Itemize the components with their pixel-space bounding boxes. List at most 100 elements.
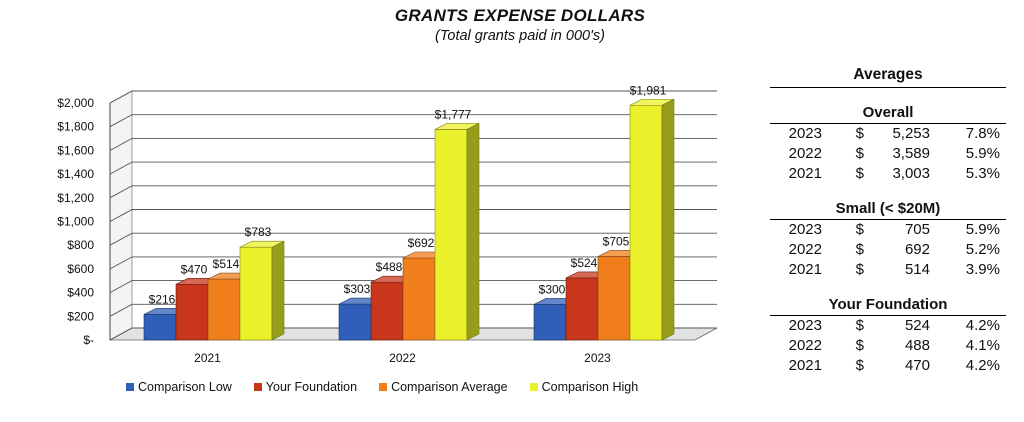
- table-row: 2021 $ 470 4.2%: [770, 356, 1006, 376]
- y-tick-label: $-: [83, 333, 94, 347]
- bar-data-label: $216: [149, 292, 176, 306]
- table-row: 2021 $ 3,003 5.3%: [770, 164, 1006, 184]
- row-dollar: $: [855, 317, 864, 334]
- y-tick-label: $1,800: [57, 120, 94, 134]
- row-year: 2021: [788, 357, 822, 374]
- gridline: [109, 232, 717, 246]
- gridline: [109, 256, 717, 270]
- averages-title: Averages: [770, 66, 1006, 88]
- bar-front: [175, 284, 209, 341]
- legend-label: Comparison High: [541, 380, 639, 394]
- x-tick-label: 2022: [389, 351, 416, 365]
- legend-swatch: [529, 383, 538, 391]
- row-dollar: $: [855, 165, 864, 182]
- row-pct: 5.2%: [965, 241, 1000, 258]
- legend-item-comparison-average: Comparison Average: [379, 380, 508, 394]
- table-row: 2023 $ 705 5.9%: [770, 220, 1006, 240]
- row-dollar: $: [855, 261, 864, 278]
- averages-panel: Averages Overall 2023 $ 5,253 7.8% 2022 …: [770, 66, 1006, 376]
- bar-side: [271, 240, 285, 341]
- chart-legend: Comparison Low Your Foundation Compariso…: [126, 380, 686, 394]
- gridline: [109, 161, 717, 175]
- chart-title: GRANTS EXPENSE DOLLARS: [394, 6, 646, 25]
- y-tick-label: $1,600: [57, 143, 94, 157]
- section-title: Overall: [770, 104, 1006, 124]
- bar-data-label: $303: [344, 282, 371, 296]
- row-value: 488: [904, 337, 930, 354]
- row-pct: 5.3%: [965, 165, 1000, 182]
- bar-side: [466, 122, 480, 341]
- bar-front: [597, 256, 631, 341]
- legend-label: Comparison Low: [138, 380, 232, 394]
- bar-data-label: $783: [245, 225, 272, 239]
- gridline: [109, 303, 717, 317]
- gridline: [109, 280, 717, 293]
- row-dollar: $: [855, 337, 864, 354]
- row-year: 2023: [788, 221, 822, 238]
- bar-data-label: $1,981: [630, 83, 667, 97]
- row-year: 2022: [788, 337, 822, 354]
- row-dollar: $: [855, 357, 864, 374]
- row-dollar: $: [855, 125, 864, 142]
- table-row: 2021 $ 514 3.9%: [770, 260, 1006, 280]
- y-tick-label: $600: [67, 262, 94, 276]
- bar-front: [533, 304, 567, 341]
- section-title: Your Foundation: [770, 296, 1006, 316]
- legend-item-your-foundation: Your Foundation: [253, 380, 358, 394]
- y-tick-label: $1,000: [57, 215, 94, 229]
- y-tick-label: $400: [67, 286, 94, 300]
- gridline: [109, 114, 717, 128]
- row-value: 3,003: [892, 165, 930, 182]
- row-dollar: $: [855, 221, 864, 238]
- section-title: Small (< $20M): [770, 200, 1006, 220]
- bar-data-label: $488: [376, 260, 403, 274]
- table-row: 2022 $ 692 5.2%: [770, 240, 1006, 260]
- bar-data-label: $1,777: [435, 107, 472, 121]
- row-year: 2023: [788, 317, 822, 334]
- row-value: 3,589: [892, 145, 930, 162]
- y-tick-label: $200: [67, 309, 94, 323]
- table-row: 2023 $ 524 4.2%: [770, 316, 1006, 336]
- legend-swatch: [379, 383, 388, 391]
- row-pct: 4.2%: [965, 317, 1000, 334]
- gridline: [109, 90, 717, 104]
- row-dollar: $: [855, 145, 864, 162]
- row-pct: 5.9%: [965, 221, 1000, 238]
- bar-side: [661, 98, 675, 341]
- gridline: [109, 209, 717, 222]
- bar-data-label: $470: [181, 262, 208, 276]
- row-year: 2021: [788, 261, 822, 278]
- row-year: 2021: [788, 165, 822, 182]
- bar-front: [434, 129, 468, 341]
- gridline: [109, 137, 717, 151]
- averages-section-your-foundation: Your Foundation 2023 $ 524 4.2% 2022 $ 4…: [770, 296, 1006, 376]
- row-value: 524: [904, 317, 930, 334]
- y-tick-label: $1,400: [57, 167, 94, 181]
- legend-swatch: [126, 383, 134, 391]
- bar-front: [565, 277, 599, 341]
- row-pct: 5.9%: [965, 145, 1000, 162]
- bar-front: [239, 246, 273, 341]
- chart-subtitle: (Total grants paid in 000's): [435, 28, 605, 44]
- legend-label: Comparison Average: [391, 380, 508, 394]
- averages-section-overall: Overall 2023 $ 5,253 7.8% 2022 $ 3,589 5…: [770, 104, 1006, 184]
- bar-front: [370, 281, 404, 341]
- bar-front: [207, 278, 241, 341]
- gridline: [109, 185, 717, 199]
- row-value: 5,253: [892, 125, 930, 142]
- row-pct: 4.1%: [965, 337, 1000, 354]
- y-tick-label: $2,000: [57, 96, 94, 110]
- row-value: 692: [904, 241, 930, 258]
- bar-front: [143, 314, 177, 341]
- row-year: 2023: [788, 125, 822, 142]
- row-pct: 4.2%: [965, 357, 1000, 374]
- row-value: 470: [904, 357, 930, 374]
- row-value: 705: [904, 221, 930, 238]
- table-row: 2022 $ 488 4.1%: [770, 336, 1006, 356]
- averages-section-small: Small (< $20M) 2023 $ 705 5.9% 2022 $ 69…: [770, 200, 1006, 280]
- row-dollar: $: [855, 241, 864, 258]
- legend-label: Your Foundation: [265, 380, 358, 394]
- row-year: 2022: [788, 145, 822, 162]
- row-pct: 7.8%: [965, 125, 1000, 142]
- bar-data-label: $705: [603, 234, 630, 248]
